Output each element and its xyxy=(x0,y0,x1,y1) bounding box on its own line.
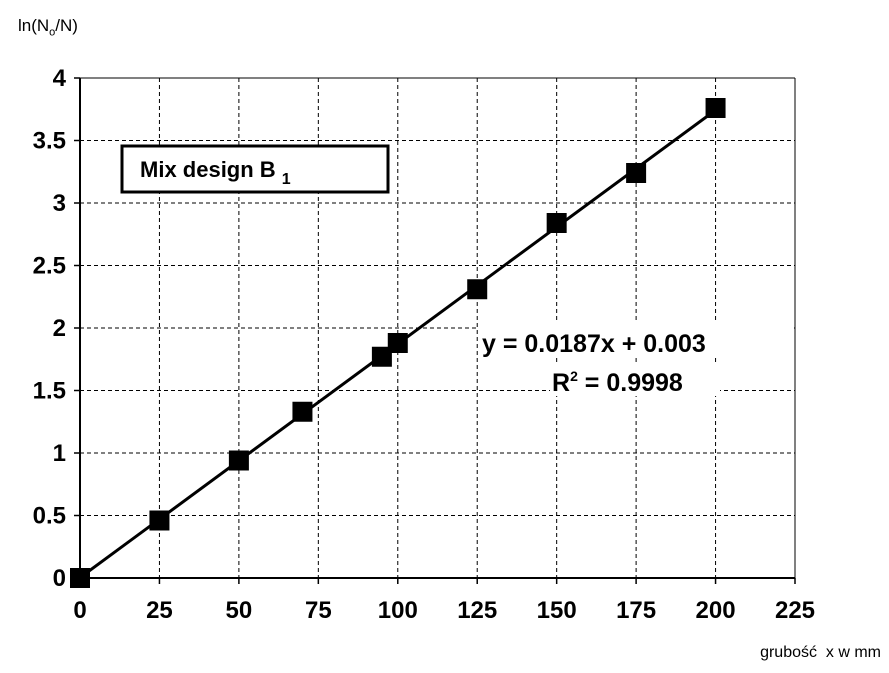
equation-bg xyxy=(478,322,792,358)
r-squared-text: R2 = 0.9998 xyxy=(552,368,683,397)
x-tick-label: 100 xyxy=(378,597,418,624)
x-axis-label: grubość x w mm xyxy=(760,644,881,661)
x-tick-label: 0 xyxy=(73,597,86,624)
y-tick-label: 3.5 xyxy=(33,128,66,155)
data-point xyxy=(70,568,90,588)
legend-box xyxy=(120,144,390,194)
x-tick-label: 75 xyxy=(305,597,332,624)
y-tick-label: 1 xyxy=(53,440,66,467)
y-tick-label: 2 xyxy=(53,315,66,342)
data-point xyxy=(546,213,567,233)
y-axis-label: ln(No/N) xyxy=(18,16,78,39)
y-tick-label: 1.5 xyxy=(33,378,66,405)
r2-bg xyxy=(550,362,720,396)
y-tick-label: 2.5 xyxy=(33,253,66,280)
x-tick-label: 200 xyxy=(696,597,736,624)
x-tick-label: 225 xyxy=(775,597,815,624)
legend-box-text: Mix design B 1 xyxy=(140,157,291,188)
data-point xyxy=(626,163,647,183)
x-tick-label: 125 xyxy=(457,597,497,624)
equation-text: y = 0.0187x + 0.003 xyxy=(482,330,706,358)
x-tick-label: 150 xyxy=(537,597,577,624)
y-tick-label: 0.5 xyxy=(33,503,66,530)
data-point xyxy=(371,346,392,367)
y-tick-label: 3 xyxy=(53,190,66,217)
x-tick-label: 50 xyxy=(226,597,253,624)
data-point xyxy=(387,333,408,353)
y-tick-label: 0 xyxy=(53,565,66,592)
data-point xyxy=(467,279,488,300)
data-point xyxy=(292,401,313,422)
x-tick-label: 175 xyxy=(616,597,656,624)
data-point xyxy=(149,510,170,531)
x-tick-label: 25 xyxy=(146,597,173,624)
data-point xyxy=(705,98,726,118)
y-tick-label: 4 xyxy=(53,65,67,92)
data-point xyxy=(228,450,249,471)
